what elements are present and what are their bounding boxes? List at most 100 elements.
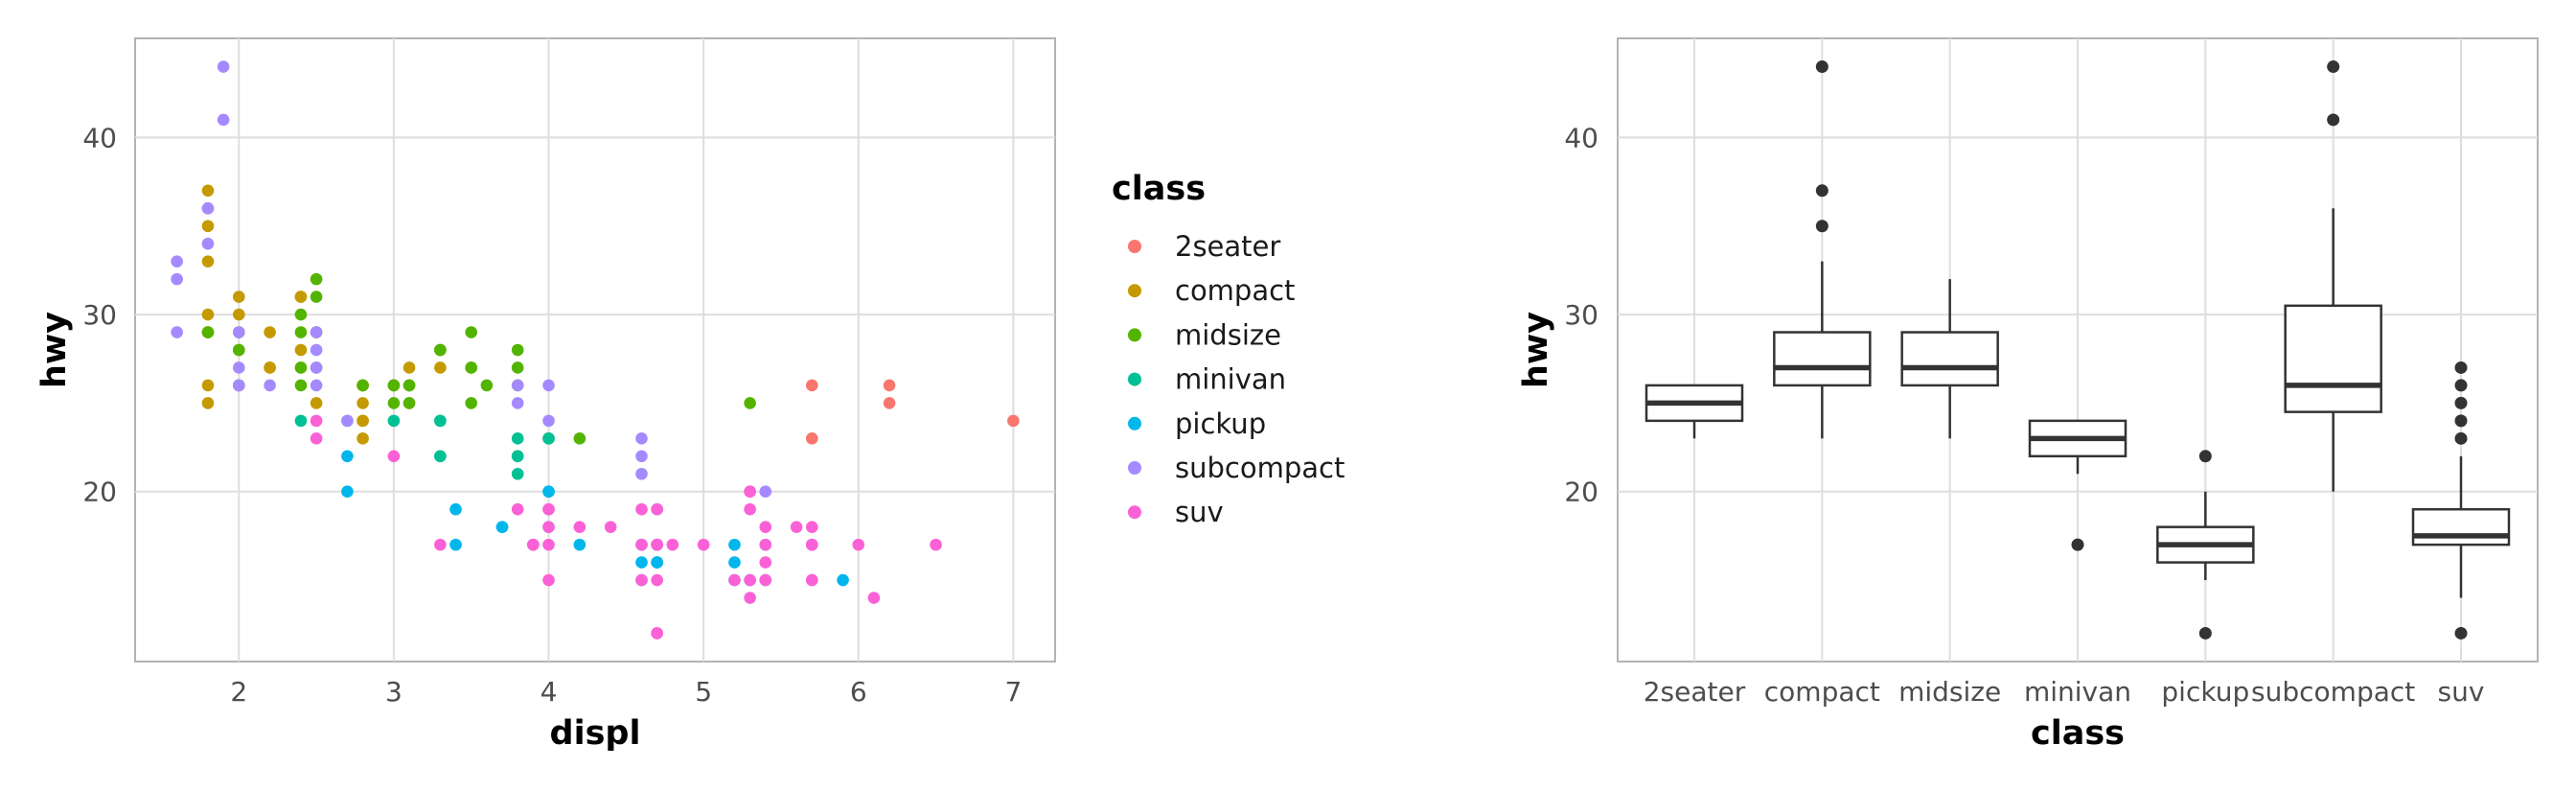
legend-key-minivan (1128, 372, 1141, 386)
scatter-point-pickup (449, 502, 462, 516)
boxplot-minivan (2028, 419, 2128, 551)
scatter-point-compact (232, 291, 245, 303)
scatter-point-subcompact (310, 379, 323, 392)
scatter-point-suv (930, 538, 942, 551)
scatter-point-midsize (402, 397, 416, 409)
boxplot-y-axis-title: hwy (1517, 312, 1555, 388)
boxplot-2seater (1644, 384, 1744, 439)
scatter-point-midsize (310, 291, 323, 303)
scatter-point-pickup (573, 538, 586, 551)
scatter-point-subcompact (171, 255, 183, 268)
scatter-x-tick-label: 7 (1004, 676, 1022, 708)
scatter-point-minivan (294, 414, 308, 428)
scatter-point-suv (635, 573, 648, 587)
scatter-point-subcompact (201, 237, 215, 250)
legend-label: 2seater (1175, 230, 1280, 263)
scatter-point-compact (201, 220, 215, 233)
boxplot-suv (2411, 361, 2511, 640)
boxplot-x-tick-label: pickup (2161, 676, 2249, 708)
scatter-point-midsize (201, 326, 215, 338)
scatter-x-tick-label: 2 (230, 676, 247, 708)
scatter-point-subcompact (310, 326, 323, 338)
scatter-point-minivan (434, 450, 447, 463)
scatter-point-compact (201, 379, 215, 392)
scatter-point-suv (387, 450, 401, 463)
scatter-point-midsize (310, 272, 323, 286)
scatter-point-subcompact (264, 379, 276, 392)
legend-key-suv (1128, 505, 1141, 520)
scatter-point-suv (744, 502, 756, 516)
scatter-point-compact (356, 432, 369, 445)
boxplot-box (2411, 507, 2511, 547)
scatter-point-compact (264, 326, 276, 338)
scatter-point-midsize (232, 343, 245, 357)
scatter-x-tick-label: 5 (695, 676, 712, 708)
scatter-point-subcompact (635, 450, 648, 463)
boxplot-box (1900, 331, 1999, 387)
scatter-point-pickup (341, 485, 354, 499)
scatter-point-suv (744, 485, 756, 499)
scatter-y-tick-label: 30 (82, 299, 117, 331)
scatter-point-subcompact (217, 60, 230, 73)
legend-label: pickup (1175, 407, 1266, 440)
boxplot-box (1773, 331, 1872, 387)
scatter-point-compact (232, 308, 245, 321)
legend-key-compact (1128, 284, 1141, 298)
scatter-point-pickup (341, 450, 354, 463)
scatter-point-compact (356, 414, 369, 428)
scatter-point-compact (356, 397, 369, 409)
scatter-point-suv (852, 538, 865, 551)
scatter-x-axis-title: displ (550, 714, 641, 753)
boxplot-subcompact (2284, 60, 2382, 492)
scatter-point-compact (201, 308, 215, 321)
boxplot-outlier (2454, 414, 2468, 428)
scatter-point-compact (402, 361, 416, 374)
scatter-point-compact (294, 291, 308, 303)
scatter-point-midsize (434, 343, 447, 357)
scatter-point-midsize (356, 379, 369, 392)
scatter-point-suv (542, 573, 555, 587)
scatter-point-suv (434, 538, 447, 551)
boxplot-outlier (2071, 538, 2084, 551)
boxplot-outlier (2454, 379, 2468, 392)
boxplot-panel: 2seater compact midsize minivan pickup subcom… (1517, 37, 2539, 753)
scatter-y-tick-label: 20 (82, 477, 117, 508)
legend: class 2seater compact midsize minivan pickup… (1112, 170, 1345, 528)
scatter-point-suv (651, 538, 663, 551)
boxplot-outlier (2198, 626, 2212, 640)
scatter-point-compact (294, 343, 308, 357)
scatter-point-suv (635, 502, 648, 516)
scatter-point-suv (744, 592, 756, 604)
scatter-point-suv (666, 538, 679, 551)
scatter-tick-labels: 2 3 4 5 6 7 20 30 40 (82, 122, 1022, 708)
scatter-point-midsize (744, 397, 756, 409)
scatter-point-suv (604, 521, 617, 533)
scatter-point-midsize (294, 379, 308, 392)
scatter-point-subcompact (171, 272, 183, 286)
scatter-point-suv (759, 573, 772, 587)
scatter-point-minivan (434, 414, 447, 428)
boxplot-outlier (1815, 220, 1828, 233)
legend-label: compact (1175, 274, 1295, 307)
scatter-point-suv (805, 538, 818, 551)
scatter-point-midsize (402, 379, 416, 392)
scatter-point-subcompact (232, 379, 245, 392)
scatter-point-compact (201, 255, 215, 268)
scatter-point-compact (201, 397, 215, 409)
legend-label: minivan (1175, 363, 1286, 396)
scatter-point-subcompact (201, 201, 215, 215)
scatter-point-suv (542, 502, 555, 516)
scatter-point-suv (651, 502, 663, 516)
boxplot-tick-labels: 2seater compact midsize minivan pickup subcom… (1564, 122, 2484, 708)
scatter-point-minivan (387, 414, 401, 428)
scatter-point-midsize (573, 432, 586, 445)
scatter-point-pickup (635, 556, 648, 569)
scatter-point-suv (511, 502, 524, 516)
scatter-point-subcompact (635, 432, 648, 445)
scatter-point-minivan (511, 432, 524, 445)
scatter-point-compact (201, 184, 215, 198)
scatter-point-subcompact (542, 414, 555, 428)
scatter-point-suv (759, 521, 772, 533)
boxplot-outlier (1815, 184, 1828, 198)
scatter-plot-background (134, 37, 1056, 663)
